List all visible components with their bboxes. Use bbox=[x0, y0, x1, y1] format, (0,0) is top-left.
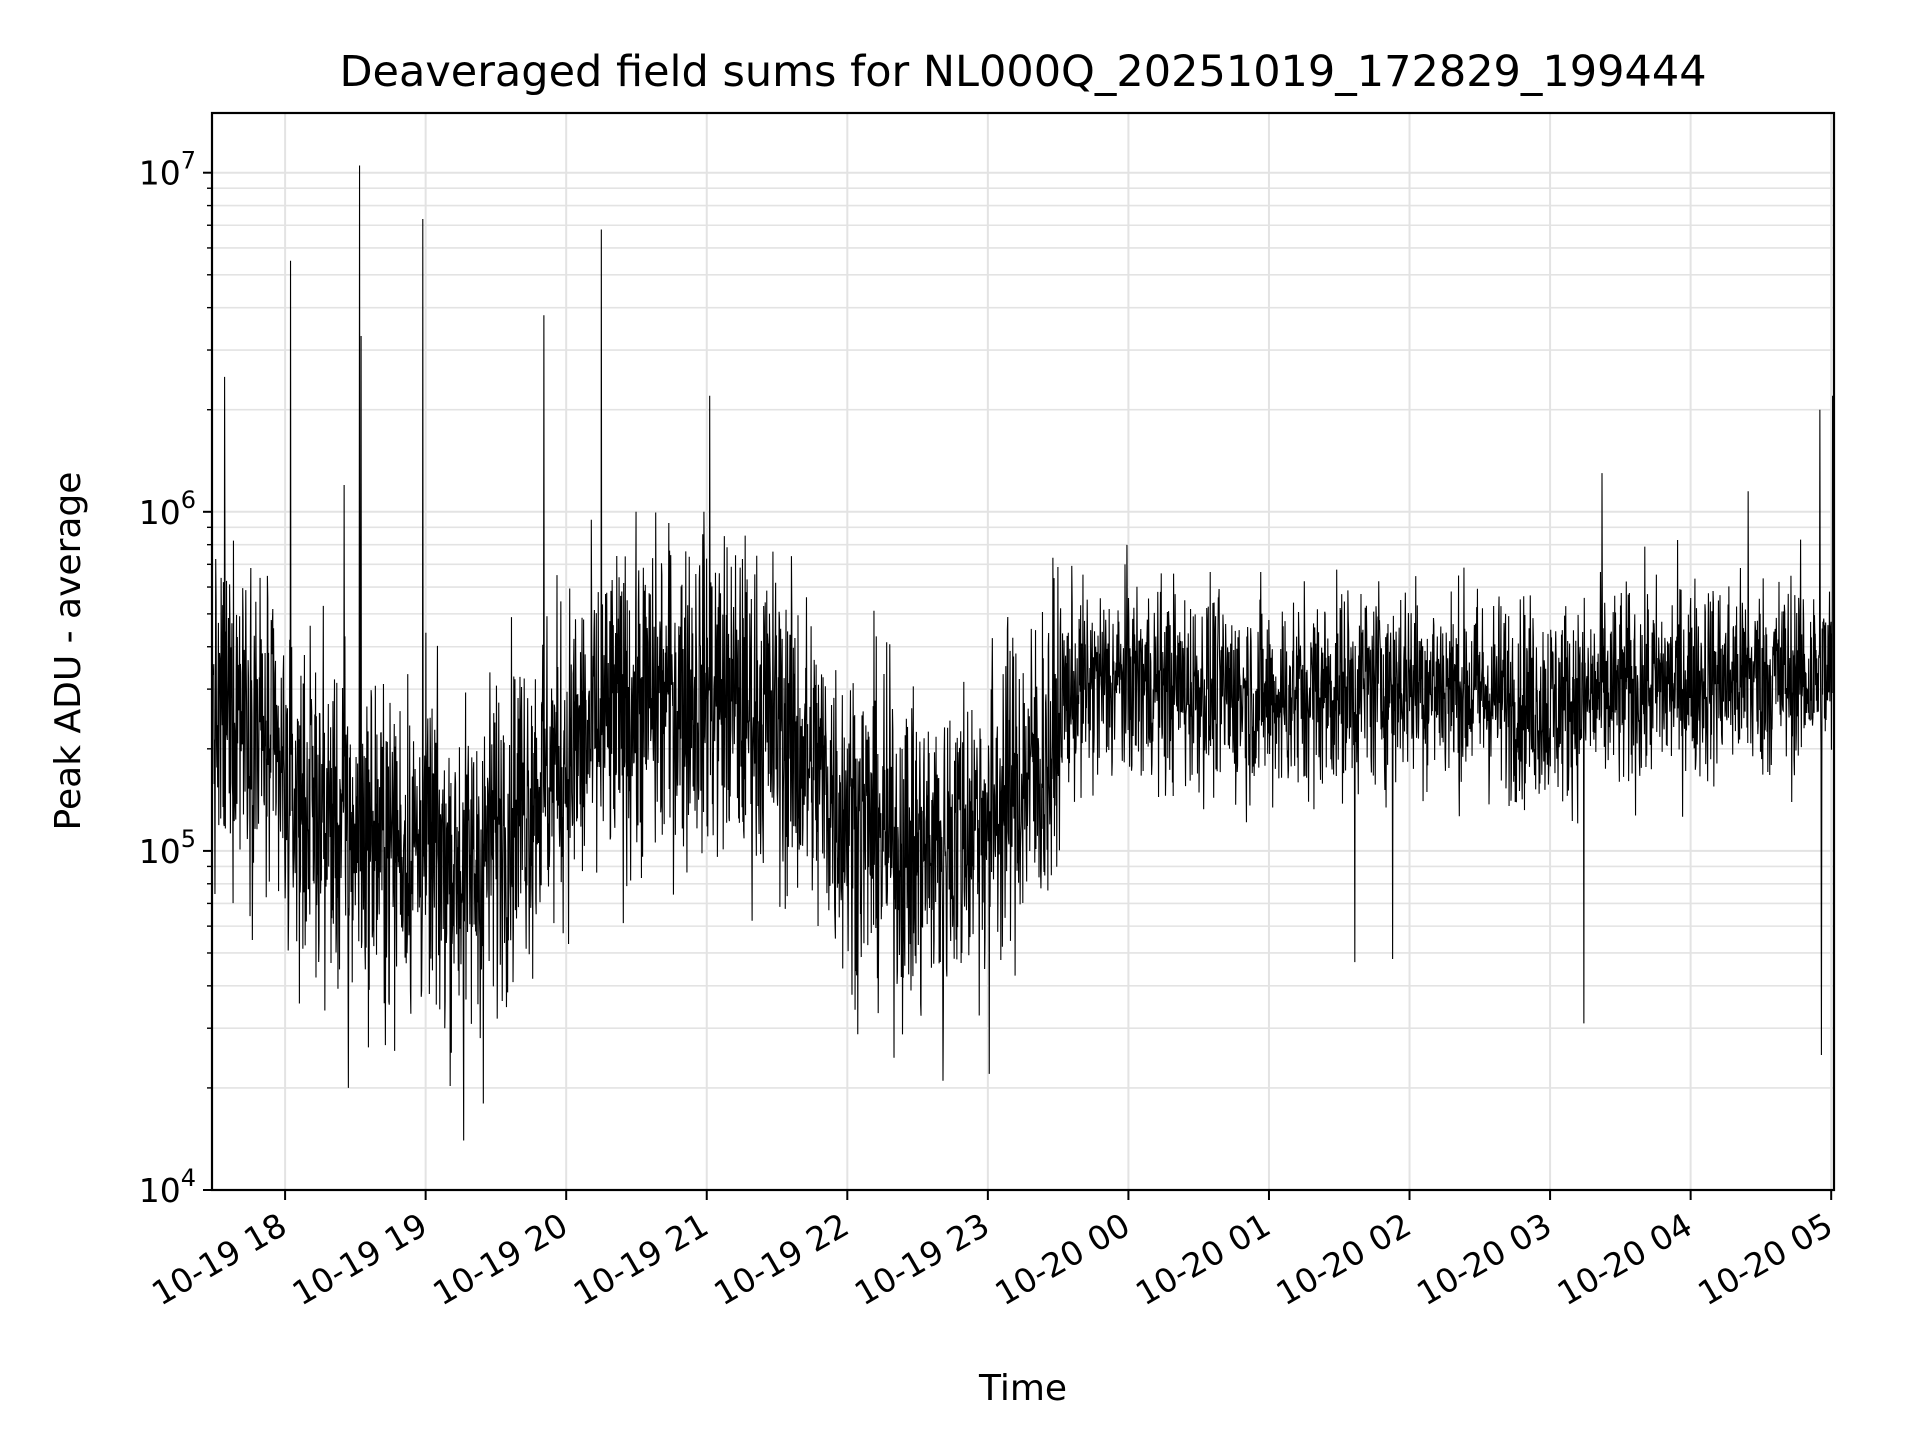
y-tick-base: 10 bbox=[139, 154, 181, 193]
series-line bbox=[212, 165, 1834, 1141]
y-tick-label: 105 bbox=[139, 825, 196, 871]
y-tick-base: 10 bbox=[139, 832, 181, 871]
chart-title: Deaveraged field sums for NL000Q_2025101… bbox=[339, 47, 1706, 97]
x-tick-label: 10-19 19 bbox=[286, 1205, 434, 1313]
x-tick-label: 10-19 23 bbox=[848, 1205, 996, 1313]
y-tick-exponent: 6 bbox=[181, 486, 196, 514]
x-tick-label: 10-20 01 bbox=[1129, 1205, 1277, 1313]
plot-frame bbox=[210, 111, 1836, 1192]
x-tick-label: 10-20 05 bbox=[1691, 1205, 1839, 1313]
y-axis-label: Peak ADU - average bbox=[48, 472, 89, 831]
y-tick-exponent: 5 bbox=[181, 825, 196, 853]
x-tick-label: 10-20 04 bbox=[1551, 1205, 1699, 1313]
x-tick-label: 10-20 02 bbox=[1270, 1205, 1418, 1313]
x-tick-label: 10-19 21 bbox=[567, 1205, 715, 1313]
x-tick-label: 10-19 22 bbox=[707, 1205, 855, 1313]
x-axis-label: Time bbox=[978, 1368, 1067, 1409]
y-tick-label: 106 bbox=[139, 486, 196, 532]
x-tick-label: 10-20 03 bbox=[1410, 1205, 1558, 1313]
y-tick-base: 10 bbox=[139, 493, 181, 532]
y-tick-label: 107 bbox=[139, 147, 196, 193]
y-tick-exponent: 4 bbox=[181, 1164, 196, 1192]
y-tick-exponent: 7 bbox=[181, 147, 196, 175]
y-tick-base: 10 bbox=[139, 1171, 181, 1210]
x-tick-label: 10-20 00 bbox=[988, 1205, 1136, 1313]
x-tick-label: 10-19 20 bbox=[426, 1205, 574, 1313]
y-tick-label: 104 bbox=[139, 1164, 196, 1210]
series bbox=[212, 165, 1834, 1141]
x-tick-label: 10-19 18 bbox=[145, 1205, 293, 1313]
